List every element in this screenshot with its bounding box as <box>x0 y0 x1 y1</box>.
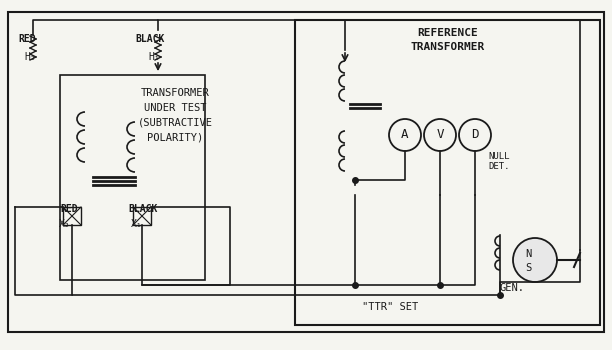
Bar <box>60 75 205 280</box>
Text: D: D <box>471 128 479 141</box>
Text: RED: RED <box>18 34 35 44</box>
Circle shape <box>513 238 557 282</box>
Bar <box>133 207 151 225</box>
Bar <box>295 20 600 325</box>
Text: GEN.: GEN. <box>500 283 525 293</box>
Text: TRANSFORMER
UNDER TEST
(SUBTRACTIVE
POLARITY): TRANSFORMER UNDER TEST (SUBTRACTIVE POLA… <box>138 88 212 142</box>
Text: H₂: H₂ <box>24 52 35 62</box>
Text: N: N <box>525 249 531 259</box>
Bar <box>63 207 81 225</box>
Text: X₁: X₁ <box>131 219 143 229</box>
Text: X₂: X₂ <box>59 219 71 229</box>
Text: BLACK: BLACK <box>135 34 165 44</box>
Text: S: S <box>525 263 531 273</box>
Text: A: A <box>401 128 409 141</box>
Text: H₁: H₁ <box>148 52 160 62</box>
Text: "TTR" SET: "TTR" SET <box>362 302 418 312</box>
Text: RED: RED <box>60 204 78 214</box>
Text: NULL
DET.: NULL DET. <box>488 152 510 172</box>
Text: V: V <box>436 128 444 141</box>
Text: REFERENCE
TRANSFORMER: REFERENCE TRANSFORMER <box>411 28 485 52</box>
Text: BLACK: BLACK <box>128 204 157 214</box>
